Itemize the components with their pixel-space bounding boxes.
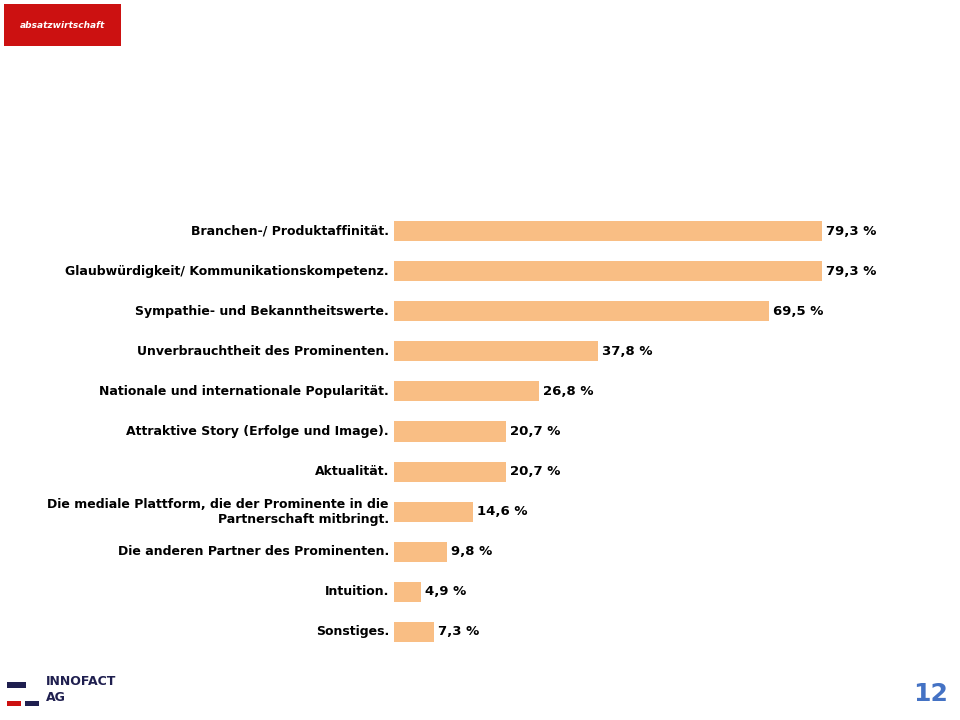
Text: Branchen-/ Produktaffinität.: Branchen-/ Produktaffinität.	[191, 225, 389, 238]
Bar	[395, 261, 822, 282]
Bar	[395, 541, 447, 562]
Text: Intuition.: Intuition.	[324, 585, 389, 598]
Text: Die mediale Plattform, die der Prominente in die
Partnerschaft mitbringt.: Die mediale Plattform, die der Prominent…	[47, 498, 389, 526]
Text: Nehmen wir einmal an, Ihr Unternehmen würde zukünftig Testimonials einsetzen wol: Nehmen wir einmal an, Ihr Unternehmen wü…	[140, 97, 960, 110]
Text: Sympathie- und Bekanntheitswerte.: Sympathie- und Bekanntheitswerte.	[135, 305, 389, 318]
Bar	[25, 701, 38, 706]
Bar	[395, 622, 434, 642]
Bar	[395, 221, 822, 241]
Bar	[395, 582, 420, 602]
Text: Attraktive Story (Erfolge und Image).: Attraktive Story (Erfolge und Image).	[127, 425, 389, 438]
Text: Nationale und internationale Popularität.: Nationale und internationale Popularität…	[99, 385, 389, 398]
Text: B. Das deutsche Marketing-Entscheiderpanel: Kriterien für die Testimonial-Auswah: B. Das deutsche Marketing-Entscheiderpan…	[136, 17, 853, 32]
Bar	[7, 683, 26, 688]
Text: absatzwirtschaft: absatzwirtschaft	[20, 20, 106, 30]
Text: Aktualität.: Aktualität.	[315, 465, 389, 478]
Text: 79,3 %: 79,3 %	[826, 225, 876, 238]
Bar	[395, 382, 539, 402]
Text: 37,8 %: 37,8 %	[602, 345, 653, 358]
Text: 7,3 %: 7,3 %	[438, 626, 479, 639]
Text: 79,3 %: 79,3 %	[826, 265, 876, 278]
Text: 9,8 %: 9,8 %	[451, 545, 492, 558]
Text: Unverbrauchtheit des Prominenten.: Unverbrauchtheit des Prominenten.	[137, 345, 389, 358]
Text: Basis: Alle befragten Marketing-Entscheider. Mehrfachnennungen möglich.: Basis: Alle befragten Marketing-Entschei…	[140, 159, 667, 172]
Text: Testimonial aussuchen?: Testimonial aussuchen?	[140, 123, 318, 136]
FancyBboxPatch shape	[4, 4, 121, 46]
Text: Sonstiges.: Sonstiges.	[316, 626, 389, 639]
Bar	[395, 462, 506, 482]
Bar	[395, 421, 506, 441]
Bar	[395, 502, 473, 522]
Text: 20,7 %: 20,7 %	[510, 425, 561, 438]
Bar	[7, 701, 21, 706]
Text: 4,9 %: 4,9 %	[425, 585, 467, 598]
Text: Die anderen Partner des Prominenten.: Die anderen Partner des Prominenten.	[118, 545, 389, 558]
Bar	[395, 301, 769, 321]
Text: 69,5 %: 69,5 %	[773, 305, 824, 318]
Text: Glaubwürdigkeit/ Kommunikationskompetenz.: Glaubwürdigkeit/ Kommunikationskompetenz…	[65, 265, 389, 278]
Bar	[395, 341, 598, 361]
Text: 20,7 %: 20,7 %	[510, 465, 561, 478]
Text: 12: 12	[913, 682, 948, 706]
Text: 26,8 %: 26,8 %	[543, 385, 593, 398]
Text: INNOFACT: INNOFACT	[46, 675, 116, 688]
Text: 14,6 %: 14,6 %	[477, 505, 528, 518]
Text: AG: AG	[46, 691, 65, 704]
